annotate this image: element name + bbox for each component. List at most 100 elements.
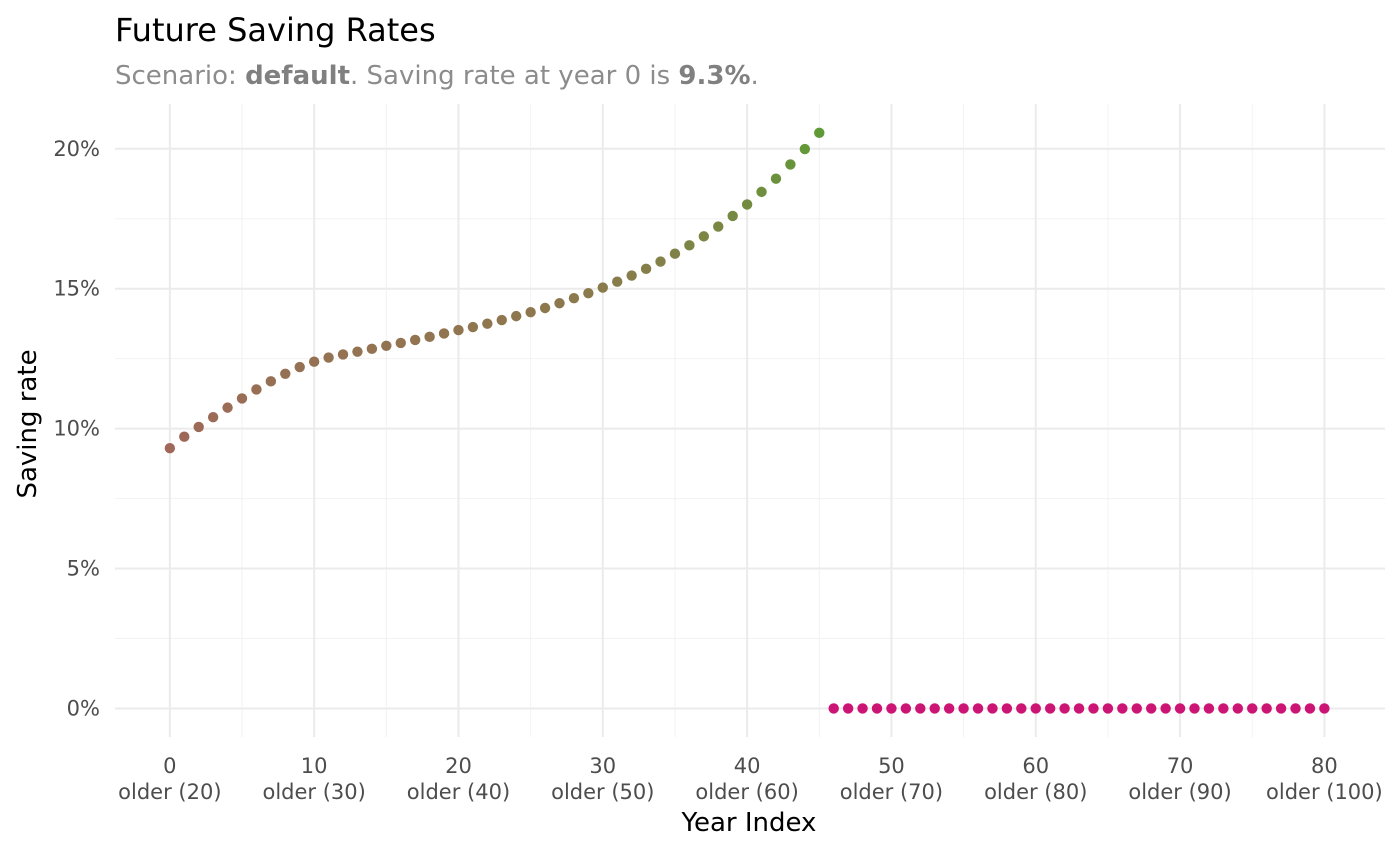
data-point <box>900 703 912 714</box>
data-point <box>1030 703 1041 714</box>
x-tick-label: 30 <box>589 754 616 778</box>
data-point <box>669 248 681 259</box>
subtitle-scenario: default <box>245 61 350 91</box>
data-point <box>1160 703 1171 714</box>
grid-lines <box>115 104 1385 737</box>
data-point <box>626 270 637 281</box>
data-point <box>583 287 594 299</box>
data-point <box>871 703 883 714</box>
data-point <box>1218 703 1229 714</box>
data-point <box>1232 703 1243 714</box>
data-point <box>972 703 984 714</box>
data-point <box>424 331 435 343</box>
data-point <box>222 402 233 413</box>
data-point <box>684 240 695 251</box>
x-tick-label: 20 <box>445 754 472 778</box>
y-axis-ticks: 0% 5% 10% 15% 20% <box>53 137 100 721</box>
data-point <box>482 318 493 329</box>
data-point <box>814 127 825 139</box>
data-point <box>770 173 782 184</box>
data-point <box>1001 703 1013 714</box>
data-point <box>251 384 262 395</box>
data-point <box>640 263 652 275</box>
x-tick-sublabel: older (70) <box>840 780 943 804</box>
data-point <box>929 703 940 714</box>
y-tick-label: 0% <box>67 696 100 720</box>
data-point <box>453 324 464 336</box>
subtitle-suffix: . <box>751 61 759 91</box>
data-point <box>1290 703 1301 714</box>
x-tick-label: 10 <box>301 754 328 778</box>
data-point <box>337 349 349 360</box>
data-point <box>164 443 176 454</box>
data-point <box>612 276 623 287</box>
data-point <box>438 328 450 339</box>
data-point <box>395 337 406 349</box>
data-point <box>698 231 710 242</box>
data-point <box>511 310 522 322</box>
data-point <box>352 346 363 357</box>
x-tick-sublabel: older (100) <box>1266 780 1383 804</box>
data-point <box>1174 703 1186 714</box>
data-point <box>294 361 305 373</box>
data-point <box>713 221 724 232</box>
data-point <box>785 159 796 170</box>
y-tick-label: 20% <box>53 137 100 161</box>
data-point <box>207 411 219 423</box>
data-point <box>958 703 969 714</box>
data-point <box>1059 703 1070 714</box>
data-point <box>525 307 536 318</box>
x-tick-sublabel: older (40) <box>407 780 510 804</box>
data-point <box>943 703 955 714</box>
x-tick-sublabel: older (60) <box>695 780 798 804</box>
data-point <box>727 210 738 222</box>
data-point <box>597 282 608 293</box>
data-point <box>539 302 551 314</box>
data-point <box>756 186 767 198</box>
data-point <box>1203 703 1215 714</box>
x-tick-label: 80 <box>1311 754 1338 778</box>
data-point <box>554 298 565 309</box>
chart-title: Future Saving Rates <box>115 11 436 49</box>
data-point <box>179 431 190 442</box>
subtitle-middle: . Saving rate at year 0 is <box>350 61 678 91</box>
data-point <box>409 334 421 346</box>
data-point <box>568 293 580 304</box>
chart-subtitle: Scenario: default. Saving rate at year 0… <box>115 61 759 91</box>
x-tick-label: 40 <box>734 754 761 778</box>
data-point <box>915 703 926 714</box>
x-tick-sublabel: older (20) <box>118 780 221 804</box>
data-point <box>1319 703 1330 714</box>
x-tick-sublabel: older (80) <box>984 780 1087 804</box>
data-point <box>1247 703 1258 714</box>
data-point <box>1261 703 1272 714</box>
data-point <box>741 199 753 210</box>
x-tick-label: 0 <box>163 754 176 778</box>
x-axis-title: Year Index <box>681 808 817 838</box>
y-tick-label: 5% <box>67 557 100 581</box>
data-point <box>799 143 811 155</box>
data-point <box>308 356 320 367</box>
data-point <box>1304 703 1316 714</box>
data-point <box>1016 703 1027 714</box>
data-point <box>655 256 666 267</box>
x-tick-sublabel: older (30) <box>262 780 365 804</box>
data-point <box>236 393 248 404</box>
data-point <box>467 321 479 333</box>
data-points <box>164 127 1330 714</box>
data-point <box>496 314 507 326</box>
subtitle-rate: 9.3% <box>678 61 750 91</box>
x-tick-sublabel: older (90) <box>1128 780 1231 804</box>
data-point <box>265 376 277 387</box>
data-point <box>193 421 204 433</box>
x-tick-label: 60 <box>1022 754 1049 778</box>
y-tick-label: 10% <box>53 417 100 441</box>
data-point <box>857 703 868 714</box>
data-point <box>1131 703 1142 714</box>
data-point <box>280 368 291 379</box>
data-point <box>381 340 392 351</box>
data-point <box>1275 703 1287 714</box>
